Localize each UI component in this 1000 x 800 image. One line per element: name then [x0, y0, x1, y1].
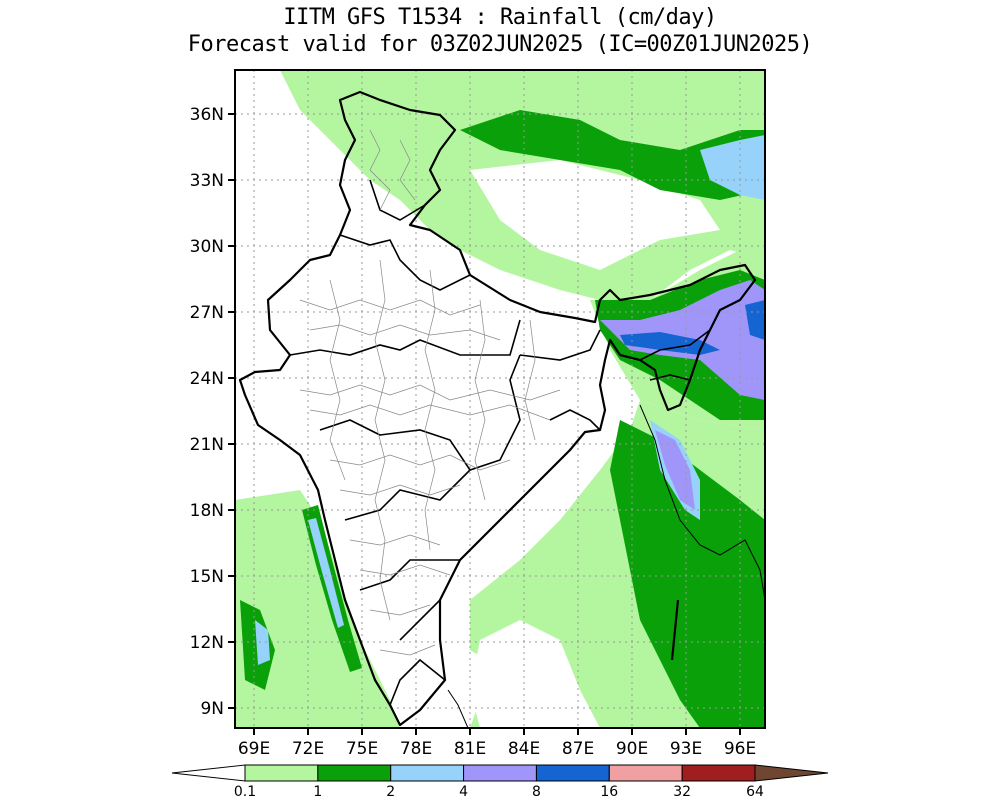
axis-ticks — [228, 113, 741, 735]
rain-veryheavy-east — [745, 300, 765, 340]
rain-core-arabian — [255, 620, 270, 665]
colorbar-level-label: 16 — [600, 784, 618, 800]
district-boundaries — [299, 129, 561, 656]
lon-label: 78E — [400, 739, 432, 759]
colorbar-level-label: 32 — [673, 784, 691, 800]
colorbar-over-triangle — [754, 764, 829, 782]
lon-label: 81E — [454, 739, 486, 759]
lon-label: 69E — [238, 739, 270, 759]
lon-label: 72E — [292, 739, 324, 759]
lon-label: 93E — [670, 739, 702, 759]
lon-label: 75E — [346, 739, 378, 759]
lon-label: 96E — [724, 739, 756, 759]
colorbar-box — [317, 764, 392, 782]
colorbar-level-label: 8 — [532, 784, 541, 800]
colorbar-level-label: 64 — [746, 784, 764, 800]
map-title: IITM GFS T1534 : Rainfall (cm/day) — [283, 5, 717, 30]
rain-veryheavy-northeast — [620, 332, 720, 355]
latitude-labels: 36N 33N 30N 27N 24N 21N 18N 15N 12N 9N — [190, 105, 224, 719]
colorbar-level-label: 0.1 — [234, 784, 256, 800]
myanmar-coast — [639, 404, 765, 601]
plot-frame — [234, 69, 766, 729]
rain-core-west-coast — [308, 518, 344, 628]
lat-label: 27N — [190, 303, 224, 323]
andaman-islands — [670, 599, 680, 661]
rain-heavy-bay — [655, 430, 695, 510]
colorbar-box — [681, 764, 756, 782]
dry-patch-west — [235, 290, 300, 480]
lon-label: 84E — [508, 739, 540, 759]
colorbar-box — [535, 764, 610, 782]
lat-label: 9N — [200, 699, 224, 719]
rain-band-bay — [610, 420, 765, 728]
lat-label: 33N — [190, 171, 224, 191]
colorbar-level-label: 1 — [313, 784, 322, 800]
lat-label: 30N — [190, 237, 224, 257]
colorbar-box — [608, 764, 683, 782]
colorbar-box — [244, 764, 319, 782]
colorbar-box — [390, 764, 465, 782]
colorbar-level-label: 2 — [386, 784, 395, 800]
state-boundaries — [289, 179, 711, 706]
lat-label: 24N — [190, 369, 224, 389]
lat-label: 36N — [190, 105, 224, 125]
lat-label: 18N — [190, 501, 224, 521]
sri-lanka-outline — [447, 689, 469, 728]
dry-patch-bay — [470, 620, 600, 728]
grid — [235, 70, 765, 728]
lon-label: 87E — [562, 739, 594, 759]
rainfall-field — [235, 70, 765, 728]
rain-band-tibet — [460, 110, 765, 200]
colorbar-level-label: 4 — [459, 784, 468, 800]
colorbar: 0.1 1 2 4 8 16 32 64 — [171, 764, 829, 800]
india-boundary — [238, 90, 757, 727]
colorbar-box — [463, 764, 537, 782]
lon-label: 90E — [616, 739, 648, 759]
map-subtitle: Forecast valid for 03Z02JUN2025 (IC=00Z0… — [187, 32, 813, 57]
lat-label: 12N — [190, 633, 224, 653]
lat-label: 21N — [190, 435, 224, 455]
colorbar-under-triangle — [171, 764, 246, 782]
rain-core-tibet — [700, 135, 765, 200]
longitude-labels: 69E 72E 75E 78E 81E 84E 87E 90E 93E 96E — [238, 739, 756, 759]
lat-label: 15N — [190, 567, 224, 587]
